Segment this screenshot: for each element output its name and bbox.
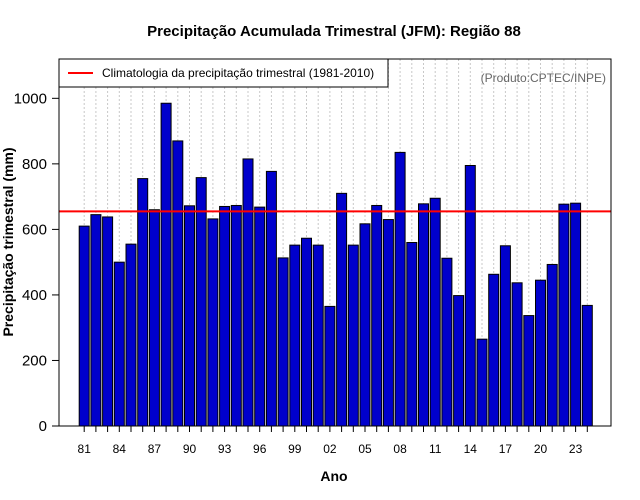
bar-95: [242, 158, 254, 427]
bar-21: [546, 263, 558, 427]
bar-10: [418, 203, 429, 427]
legend-label: Climatologia da precipitação trimestral …: [102, 66, 374, 80]
x-tick-label: 11: [429, 442, 442, 456]
x-tick-label: 87: [148, 442, 162, 456]
bar-85: [125, 243, 137, 427]
x-tick-label: 20: [534, 442, 548, 456]
bar-03: [336, 192, 348, 427]
x-tick-label: 05: [358, 442, 372, 456]
y-tick-label: 0: [39, 418, 47, 435]
bar-14: [464, 164, 476, 427]
y-tick-label: 400: [22, 287, 47, 304]
x-tick-label: 02: [323, 442, 337, 456]
bar-06: [371, 204, 383, 427]
bar-88: [160, 102, 172, 427]
bar-07: [382, 219, 394, 427]
bar-86: [137, 178, 149, 427]
bar-90: [184, 205, 195, 427]
legend: Climatologia da precipitação trimestral …: [58, 58, 389, 88]
bars-group: [78, 102, 593, 427]
chart-title: Precipitação Acumulada Trimestral (JFM):…: [147, 23, 521, 40]
x-axis-title: Ano: [320, 468, 347, 484]
bar-08: [394, 151, 406, 427]
bar-23: [570, 202, 582, 427]
source-label: (Produto:CPTEC/INPE): [481, 71, 606, 85]
bar-87: [148, 209, 160, 427]
x-tick-label: 96: [253, 442, 267, 456]
bar-82: [90, 214, 102, 427]
bar-04: [347, 244, 359, 427]
x-tick-label: 81: [78, 442, 92, 456]
bar-17: [499, 245, 511, 427]
bar-19: [523, 315, 535, 427]
bar-93: [219, 205, 231, 427]
x-tick-label: 90: [183, 442, 197, 456]
x-axis: 81 84 87 90 93 96 99 02 05 08 11 14 17 20 23: [78, 426, 588, 456]
bar-92: [207, 218, 219, 427]
bar-22: [558, 203, 570, 427]
bar-84: [113, 261, 125, 427]
y-axis: 0 200 400 600 800 1000: [14, 90, 59, 435]
bar-20: [535, 279, 546, 427]
bar-12: [441, 257, 453, 427]
bar-98: [277, 257, 289, 427]
bar-11: [429, 197, 441, 427]
bar-24: [581, 304, 593, 427]
bar-00: [301, 237, 312, 427]
bar-96: [254, 206, 266, 427]
bar-13: [453, 295, 465, 427]
y-axis-title: Precipitação trimestral (mm): [0, 147, 16, 336]
x-tick-label: 08: [393, 442, 407, 456]
x-tick-label: 14: [464, 442, 478, 456]
bar-94: [230, 204, 242, 427]
bar-81: [78, 225, 90, 427]
bar-83: [102, 216, 114, 427]
bar-18: [511, 282, 523, 427]
bar-15: [476, 338, 488, 427]
bar-16: [488, 273, 500, 427]
bar-05: [359, 223, 371, 427]
bar-09: [406, 242, 418, 427]
x-tick-label: 99: [288, 442, 302, 456]
y-tick-label: 800: [22, 156, 47, 173]
bar-02: [324, 305, 336, 427]
x-tick-label: 17: [499, 442, 513, 456]
bar-97: [265, 170, 277, 427]
bar-89: [172, 140, 184, 427]
x-tick-label: 93: [218, 442, 232, 456]
bar-01: [312, 244, 324, 427]
y-tick-label: 1000: [14, 90, 47, 107]
x-tick-label: 23: [569, 442, 583, 456]
bar-99: [289, 244, 301, 427]
bar-91: [195, 177, 207, 427]
y-tick-label: 200: [22, 352, 47, 369]
legend-box: [58, 58, 389, 88]
y-tick-label: 600: [22, 221, 47, 238]
x-tick-label: 84: [113, 442, 127, 456]
